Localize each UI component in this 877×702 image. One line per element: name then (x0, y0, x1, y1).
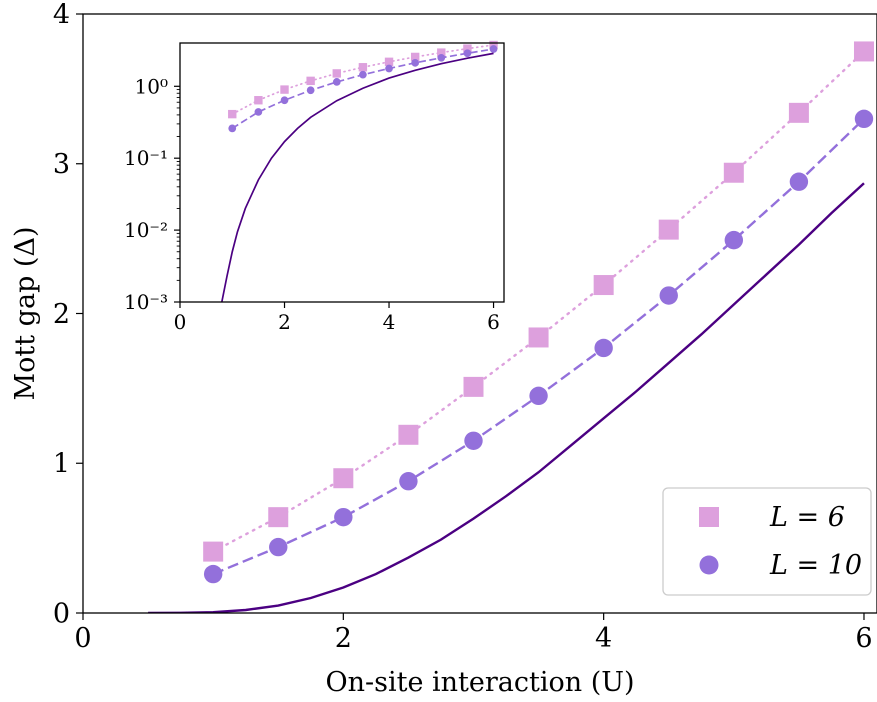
data-point-square (254, 96, 263, 105)
legend-label: L = 6 (769, 502, 845, 533)
data-point-circle (529, 386, 548, 406)
inset-plot: 0 2 4 6 10⁻³ 10⁻² 10⁻¹ 10⁰ (124, 40, 505, 334)
series-2 (148, 182, 865, 613)
data-point-square (853, 41, 874, 62)
data-point-circle (594, 338, 613, 358)
data-point-square (410, 52, 420, 62)
data-point-square (358, 63, 368, 72)
series-2 (220, 52, 494, 302)
y-tick-label: 4 (53, 0, 70, 30)
data-point-circle (306, 86, 315, 95)
legend: L = 6 L = 10 (662, 487, 872, 596)
data-point-circle (254, 108, 263, 116)
data-point-square (437, 48, 446, 57)
series-0 (228, 40, 498, 119)
data-point-circle (399, 472, 418, 491)
y-tick-label: 0 (53, 598, 70, 629)
y-tick-label: 10⁻² (124, 218, 168, 242)
legend-label: L = 10 (769, 550, 862, 581)
y-tick-label: 10⁰ (135, 74, 168, 98)
x-tick-label: 4 (595, 623, 612, 654)
data-point-square (280, 85, 289, 94)
data-point-circle (411, 58, 420, 67)
data-point-square (398, 424, 419, 445)
data-point-square (788, 102, 809, 123)
x-tick-label: 4 (383, 310, 396, 334)
data-point-square (658, 219, 679, 240)
series-line (220, 52, 494, 302)
data-point-circle (359, 70, 367, 79)
data-point-square (333, 468, 354, 489)
series-0 (203, 41, 874, 562)
inset-background (180, 43, 504, 302)
y-tick-label: 2 (53, 299, 70, 330)
data-point-circle (385, 64, 393, 73)
series-1 (228, 45, 498, 133)
plot-frame (179, 42, 505, 303)
x-tick-label: 2 (335, 623, 352, 654)
data-point-circle (334, 507, 353, 527)
data-point-square (593, 275, 614, 296)
y-axis-title: Mott gap (Δ) (10, 227, 41, 401)
data-point-circle (269, 537, 288, 557)
data-point-square (268, 507, 289, 528)
data-point-circle (437, 53, 446, 62)
data-point-circle (724, 230, 744, 250)
x-axis-title: On-site interaction (U) (325, 667, 634, 698)
series-line (148, 182, 865, 613)
data-point-circle (489, 45, 498, 53)
x-tick-label: 6 (855, 623, 872, 654)
data-point-circle (332, 78, 341, 86)
data-point-square (203, 541, 224, 562)
data-point-circle (854, 109, 874, 129)
y-tick-label: 3 (53, 149, 70, 180)
data-point-square (463, 376, 484, 397)
data-point-square (463, 44, 472, 53)
data-point-circle (463, 49, 472, 58)
data-point-circle (280, 96, 289, 105)
data-point-square (723, 162, 744, 183)
data-point-circle (789, 172, 809, 191)
data-point-circle (464, 431, 483, 450)
data-point-square (489, 40, 498, 50)
x-tick-label: 2 (278, 310, 291, 334)
data-point-square (228, 109, 237, 119)
y-tick-label: 10⁻¹ (124, 146, 168, 170)
data-point-circle (228, 124, 237, 133)
x-tick-label: 0 (74, 623, 91, 654)
data-point-circle (659, 286, 678, 305)
data-point-square (528, 327, 549, 348)
main-plot: 0 2 4 6 0 1 2 3 4 On-site interaction (U) Mott gap… (10, 0, 877, 698)
data-point-circle (203, 564, 223, 584)
data-point-square (332, 69, 341, 78)
data-point-square (306, 76, 315, 86)
x-tick-label: 0 (174, 310, 187, 334)
legend-marker-circle (699, 555, 719, 575)
series-1 (203, 109, 874, 584)
y-tick-label: 1 (53, 449, 70, 480)
x-tick-label: 6 (487, 310, 500, 334)
data-point-square (384, 57, 394, 67)
y-tick-label: 10⁻³ (124, 290, 168, 314)
legend-marker-square (699, 507, 719, 527)
